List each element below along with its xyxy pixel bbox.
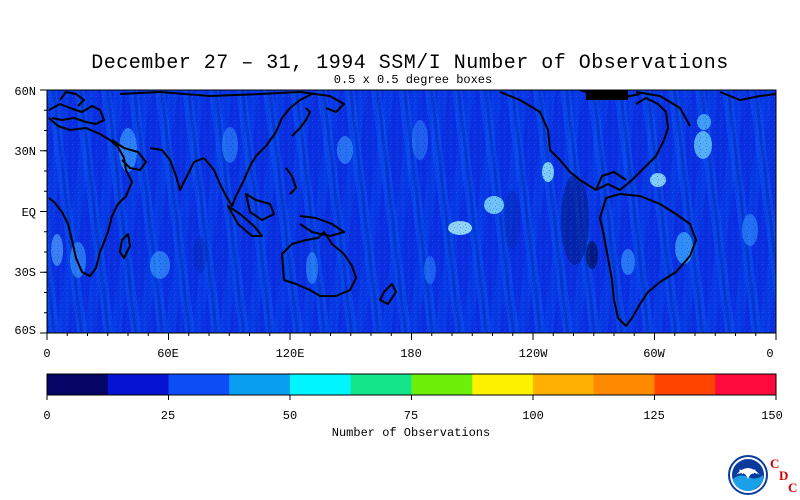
polar-cap (586, 90, 628, 100)
swath-stripe-b (786, 90, 800, 333)
chart-subtitle: 0.5 x 0.5 degree boxes (333, 73, 493, 87)
coastline-central-america (595, 171, 627, 191)
coastline-new-guinea (299, 215, 345, 237)
coastline-canada-east (635, 91, 691, 127)
cdc-letter-d: D (779, 468, 789, 483)
field-speckle (47, 90, 776, 333)
lon-label-0-east: 0 (766, 347, 774, 361)
swath-stripe-dark (0, 90, 2, 333)
colorbar-swatch (472, 374, 534, 395)
colorbar-swatch (715, 374, 777, 395)
lon-label-120e: 120E (275, 347, 305, 361)
colorbar-swatch (350, 374, 412, 395)
swath-stripe-dark (781, 90, 800, 333)
coastline-europe (48, 103, 105, 125)
lon-label-60e: 60E (157, 347, 179, 361)
colorbar-swatch (593, 374, 655, 395)
coastlines (48, 90, 776, 327)
coastline-arabia (111, 139, 147, 171)
swath-stripe-a (0, 90, 6, 333)
colorbar-title: Number of Observations (331, 426, 491, 440)
coastline-india (149, 147, 205, 191)
coastline-scandinavia (59, 91, 85, 107)
colorbar-label-0: 0 (43, 409, 51, 423)
swath-stripe-a (776, 90, 800, 333)
lat-label-60s: 60S (14, 324, 36, 338)
colorbar-swatch (107, 374, 169, 395)
noaa-logo: NOAA (728, 455, 768, 495)
coastline-borneo (245, 193, 275, 221)
coastline-north-america (499, 91, 669, 191)
lon-label-0-west: 0 (43, 347, 51, 361)
colorbar-ticks (46, 395, 777, 400)
coastline-greenland (719, 91, 776, 101)
coastline-madagascar (119, 233, 131, 259)
chart-title: December 27 – 31, 1994 SSM/I Number of O… (91, 52, 729, 75)
colorbar-label-25: 25 (160, 409, 176, 423)
coastline-siberia (119, 91, 345, 113)
colorbar-swatch (47, 374, 109, 395)
lat-label-30s: 30S (14, 266, 36, 280)
coastline-sumatra (227, 205, 263, 237)
colorbar-label-50: 50 (282, 409, 298, 423)
noaa-badge-text: NOAA (739, 470, 757, 476)
coastline-south-america (599, 193, 697, 327)
colorbar-swatch (533, 374, 595, 395)
coastline-philippines (285, 167, 297, 195)
coastline-se-asia (203, 93, 313, 207)
coastline-japan (291, 107, 311, 137)
lat-label-eq: EQ (21, 206, 36, 220)
cdc-letter-c2: C (788, 480, 798, 495)
colorbar-swatch (411, 374, 473, 395)
cdc-letter-c1: C (770, 456, 780, 471)
arctic-ice-patch (586, 90, 628, 100)
lon-label-180: 180 (400, 347, 422, 361)
coastline-africa (48, 117, 133, 277)
coastline-new-zealand (379, 283, 397, 305)
coastline-australia (281, 231, 357, 297)
axis-ticks (40, 89, 777, 340)
colorbar-label-150: 150 (761, 409, 783, 423)
colorbar-swatch (290, 374, 352, 395)
lon-label-60w: 60W (643, 347, 665, 361)
colorbar-swatch (229, 374, 291, 395)
colorbar-label-125: 125 (643, 409, 665, 423)
lat-label-60n: 60N (14, 85, 36, 99)
lat-label-30n: 30N (14, 145, 36, 159)
colorbar-swatch (168, 374, 230, 395)
colorbar-label-100: 100 (522, 409, 544, 423)
colorbar (47, 374, 777, 395)
lon-label-120w: 120W (518, 347, 548, 361)
colorbar-label-75: 75 (403, 409, 419, 423)
data-field (0, 90, 800, 333)
colorbar-swatch (654, 374, 716, 395)
